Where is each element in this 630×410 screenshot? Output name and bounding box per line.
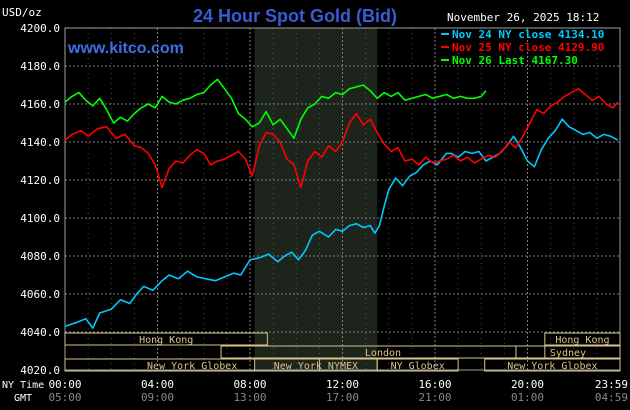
session-bar xyxy=(544,332,621,346)
session-label: New York NYMEX xyxy=(274,361,358,372)
x-tick-label-ny: 20:00 xyxy=(511,378,544,391)
legend-label: Nov 24 NY close 4134.10 xyxy=(452,28,604,41)
x-tick-label-gmt: 13:00 xyxy=(233,391,266,404)
series-line-nov-25 xyxy=(64,88,619,189)
session-label: London xyxy=(365,348,401,359)
session-bar xyxy=(515,345,621,359)
x-tick-label-gmt: 05:00 xyxy=(48,391,81,404)
session-label: New York Globex xyxy=(507,361,597,372)
session-label: Hong Kong xyxy=(555,335,609,346)
y-tick-label: 4120.0 xyxy=(20,174,60,187)
series-line-nov-26 xyxy=(64,78,487,139)
x-tick-label-gmt: 04:59 xyxy=(595,391,628,404)
session-bar xyxy=(64,332,268,346)
x-tick-label-ny: 08:00 xyxy=(233,378,266,391)
session-label: NY Globex xyxy=(391,361,445,372)
session-bar xyxy=(220,345,546,359)
legend: Nov 24 NY close 4134.10 Nov 25 NY close … xyxy=(441,28,604,67)
x-tick-label-gmt: 17:00 xyxy=(326,391,359,404)
session-bar xyxy=(376,358,459,372)
chart-title: 24 Hour Spot Gold (Bid) xyxy=(193,6,397,26)
legend-item-nov25: Nov 25 NY close 4129.90 xyxy=(441,41,604,54)
y-tick-label: 4160.0 xyxy=(20,98,60,111)
gmt-label: GMT xyxy=(14,393,32,404)
nymex-session-shade xyxy=(254,28,378,370)
legend-label: Nov 26 Last 4167.30 xyxy=(452,54,578,67)
watermark-text: www.kitco.com xyxy=(67,40,184,57)
x-tick-label-ny: 00:00 xyxy=(48,378,81,391)
x-tick-label-ny: 16:00 xyxy=(418,378,451,391)
ny-time-label: NY Time xyxy=(2,380,44,391)
legend-label: Nov 25 NY close 4129.90 xyxy=(452,41,604,54)
y-tick-label: 4080.0 xyxy=(20,250,60,263)
market-session-bars: Hong Kong London New York Globex New York N… xyxy=(64,332,621,372)
session-label: Sydney xyxy=(550,348,586,359)
y-tick-label: 4100.0 xyxy=(20,212,60,225)
session-label: New York Globex xyxy=(147,361,237,372)
x-tick-label-gmt: 01:00 xyxy=(511,391,544,404)
session-label: Hong Kong xyxy=(139,335,193,346)
y-axis-tick-labels: 4020.0 4040.0 4060.0 4080.0 4100.0 4120.0 4140… xyxy=(20,22,60,377)
y-tick-label: 4200.0 xyxy=(20,22,60,35)
legend-item-nov26: Nov 26 Last 4167.30 xyxy=(441,54,578,67)
x-tick-label-gmt: 21:00 xyxy=(418,391,451,404)
grid-lines xyxy=(64,27,621,371)
timestamp: November 26, 2025 18:12 xyxy=(447,11,599,24)
price-series xyxy=(64,78,619,330)
x-tick-label-ny: 23:59 xyxy=(595,378,628,391)
y-tick-label: 4040.0 xyxy=(20,326,60,339)
legend-item-nov24: Nov 24 NY close 4134.10 xyxy=(441,28,604,41)
series-line-nov-24 xyxy=(64,118,619,330)
x-tick-label-ny: 04:00 xyxy=(141,378,174,391)
x-tick-label-gmt: 09:00 xyxy=(141,391,174,404)
y-tick-label: 4020.0 xyxy=(20,364,60,377)
session-bar xyxy=(484,358,621,372)
plot-border xyxy=(64,27,621,371)
y-tick-label: 4140.0 xyxy=(20,136,60,149)
session-bar xyxy=(64,358,320,372)
unit-label: USD/oz xyxy=(2,6,42,19)
x-tick-label-ny: 12:00 xyxy=(326,378,359,391)
y-tick-label: 4180.0 xyxy=(20,60,60,73)
y-tick-label: 4060.0 xyxy=(20,288,60,301)
